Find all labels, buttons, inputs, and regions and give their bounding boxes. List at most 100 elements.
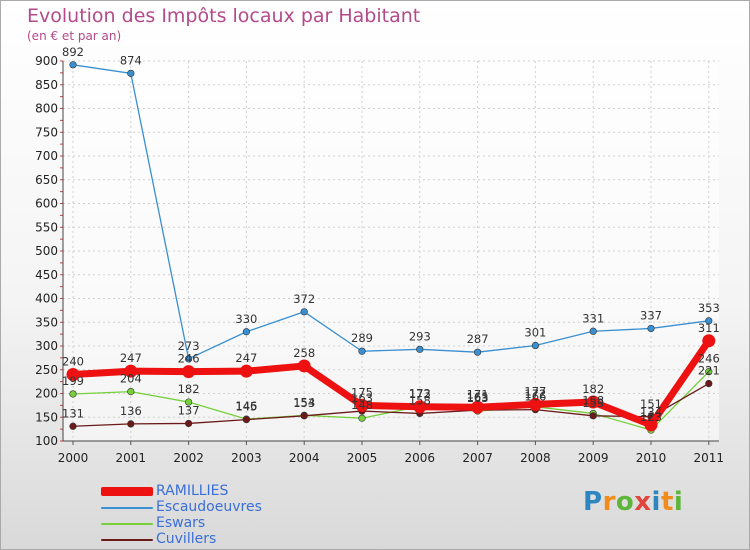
data-label-eswars: 199 bbox=[62, 374, 84, 388]
data-point-escaudoeuvres bbox=[185, 355, 193, 363]
data-label-eswars: 163 bbox=[467, 391, 489, 405]
data-label-ramillies: 258 bbox=[293, 346, 315, 360]
data-point-cuvillers bbox=[589, 412, 597, 420]
data-label-ramillies: 311 bbox=[698, 321, 720, 335]
data-label-eswars: 172 bbox=[524, 387, 546, 401]
data-point-escaudoeuvres bbox=[69, 61, 77, 69]
y-tick-label: 900 bbox=[35, 54, 58, 68]
x-tick-label: 2005 bbox=[347, 451, 378, 465]
data-label-escaudoeuvres: 287 bbox=[467, 332, 489, 346]
data-point-cuvillers bbox=[185, 419, 193, 428]
data-point-eswars bbox=[358, 414, 366, 422]
y-tick-label: 700 bbox=[35, 149, 58, 163]
legend-swatch bbox=[101, 507, 153, 509]
data-label-cuvillers: 165 bbox=[467, 390, 489, 404]
data-point-ramillies bbox=[239, 364, 253, 378]
data-point-eswars bbox=[127, 388, 135, 396]
chart-subtitle: (en € et par an) bbox=[27, 29, 122, 43]
data-label-escaudoeuvres: 331 bbox=[582, 311, 604, 325]
y-tick-label: 850 bbox=[35, 78, 58, 92]
x-tick-label: 2010 bbox=[636, 451, 667, 465]
y-tick-label: 550 bbox=[35, 220, 58, 234]
y-tick-label: 250 bbox=[35, 363, 58, 377]
data-point-ramillies bbox=[413, 400, 427, 414]
data-label-ramillies: 134 bbox=[640, 405, 662, 419]
x-tick-label: 2007 bbox=[462, 451, 493, 465]
legend-label: Cuvillers bbox=[156, 531, 217, 547]
data-point-ramillies bbox=[124, 364, 138, 378]
y-tick-label: 100 bbox=[35, 434, 58, 448]
data-point-escaudoeuvres bbox=[242, 328, 250, 336]
y-tick-label: 600 bbox=[35, 197, 58, 211]
proxiti-logo: Proxiti bbox=[583, 487, 683, 517]
x-tick-label: 2011 bbox=[694, 451, 725, 465]
data-point-eswars bbox=[705, 368, 713, 376]
y-tick-label: 750 bbox=[35, 125, 58, 139]
data-label-eswars: 204 bbox=[120, 372, 142, 386]
logo-letter: P bbox=[583, 487, 603, 517]
data-label-eswars: 182 bbox=[178, 382, 200, 396]
data-point-cuvillers bbox=[705, 379, 713, 388]
logo-letter: x bbox=[634, 487, 652, 517]
data-label-cuvillers: 221 bbox=[698, 364, 720, 378]
y-tick-label: 350 bbox=[35, 315, 58, 329]
logo-letter: o bbox=[615, 487, 635, 517]
data-point-eswars bbox=[69, 390, 77, 398]
data-point-ramillies bbox=[66, 368, 80, 381]
data-point-escaudoeuvres bbox=[416, 345, 424, 353]
data-label-cuvillers: 151 bbox=[640, 397, 662, 411]
data-point-cuvillers bbox=[127, 420, 135, 428]
series-line-escaudoeuvres bbox=[72, 64, 710, 360]
x-tick-label: 2003 bbox=[231, 451, 262, 465]
data-label-ramillies: 246 bbox=[178, 352, 200, 366]
series-line-ramillies bbox=[69, 337, 713, 429]
y-tick-label: 450 bbox=[35, 268, 58, 282]
data-point-ramillies bbox=[471, 400, 485, 414]
data-label-escaudoeuvres: 874 bbox=[120, 53, 142, 67]
data-label-escaudoeuvres: 301 bbox=[524, 326, 546, 340]
data-label-eswars: 158 bbox=[582, 393, 604, 407]
data-label-eswars: 148 bbox=[351, 398, 373, 412]
data-point-ramillies bbox=[702, 334, 716, 348]
logo-letter: t bbox=[660, 487, 674, 517]
axes: 100 150 200 250 300 350 400 450 500 550 600 650 700 7… bbox=[35, 54, 724, 465]
data-point-escaudoeuvres bbox=[358, 347, 366, 355]
data-label-ramillies: 177 bbox=[524, 384, 546, 398]
plot-area bbox=[63, 61, 719, 441]
data-label-cuvillers: 166 bbox=[524, 390, 546, 404]
data-point-eswars bbox=[185, 398, 193, 406]
data-label-ramillies: 175 bbox=[351, 385, 373, 399]
data-label-escaudoeuvres: 337 bbox=[640, 308, 662, 322]
y-tick-label: 400 bbox=[35, 292, 58, 306]
data-label-escaudoeuvres: 372 bbox=[293, 292, 315, 306]
data-label-cuvillers: 153 bbox=[582, 396, 604, 410]
data-point-escaudoeuvres bbox=[127, 69, 135, 77]
data-label-eswars: 146 bbox=[235, 399, 257, 413]
logo-letter: i bbox=[651, 487, 661, 517]
legend-swatch bbox=[101, 539, 153, 541]
data-point-ramillies bbox=[644, 418, 658, 432]
legend-label: Eswars bbox=[156, 515, 206, 531]
data-point-escaudoeuvres bbox=[647, 324, 655, 333]
data-label-ramillies: 240 bbox=[62, 355, 84, 369]
data-label-escaudoeuvres: 330 bbox=[235, 312, 257, 326]
data-point-escaudoeuvres bbox=[474, 348, 482, 356]
data-label-eswars: 154 bbox=[293, 395, 315, 409]
data-label-eswars: 173 bbox=[409, 386, 431, 400]
data-label-eswars: 123 bbox=[640, 410, 662, 424]
data-point-escaudoeuvres bbox=[705, 317, 713, 325]
data-label-escaudoeuvres: 353 bbox=[698, 301, 720, 315]
series-line-cuvillers bbox=[72, 382, 710, 427]
x-tick-label: 2009 bbox=[578, 451, 609, 465]
x-tick-label: 2002 bbox=[173, 451, 204, 465]
data-point-ramillies bbox=[528, 397, 542, 411]
data-label-cuvillers: 163 bbox=[351, 391, 373, 405]
y-tick-label: 300 bbox=[35, 339, 58, 353]
data-point-cuvillers bbox=[300, 412, 308, 420]
data-label-cuvillers: 131 bbox=[62, 406, 84, 420]
data-point-ramillies bbox=[355, 398, 369, 412]
data-label-escaudoeuvres: 892 bbox=[62, 45, 84, 59]
data-point-ramillies bbox=[182, 365, 196, 379]
